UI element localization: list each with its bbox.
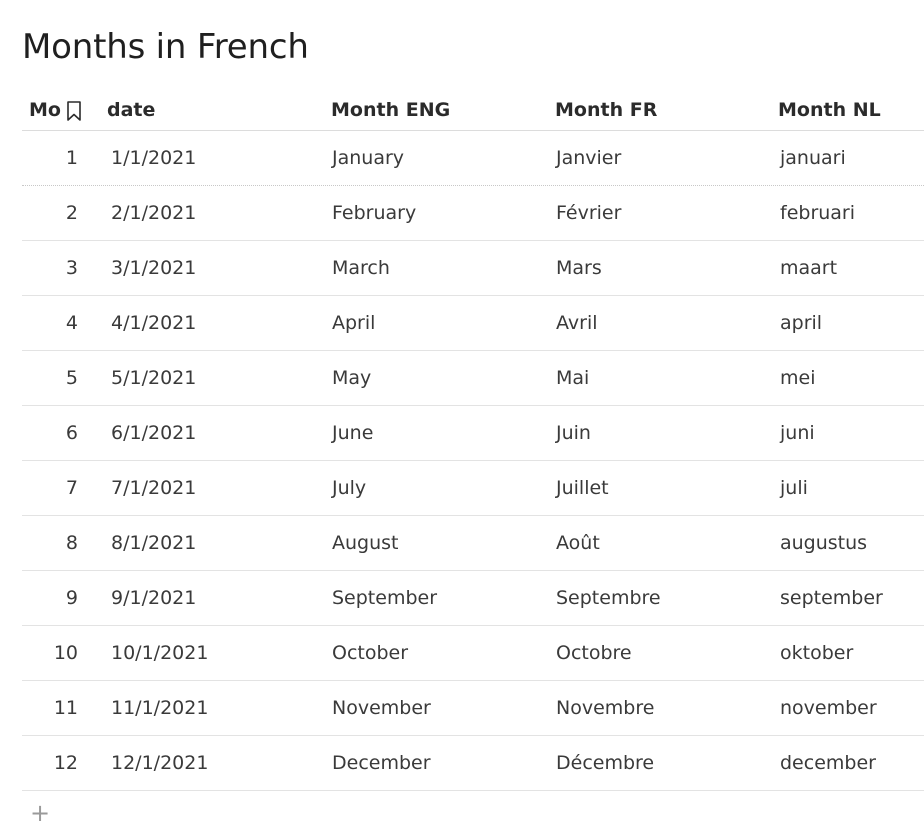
cell-mo[interactable]: 9 <box>65 587 78 609</box>
cell-mo[interactable]: 8 <box>65 532 78 554</box>
cell-month-eng[interactable]: May <box>332 367 372 389</box>
cell-date[interactable]: 11/1/2021 <box>111 697 209 719</box>
cell-month-fr[interactable]: Novembre <box>556 697 655 719</box>
table-row[interactable]: 11 11/1/2021 November Novembre november <box>22 681 924 736</box>
cell-date[interactable]: 6/1/2021 <box>111 422 197 444</box>
table-row[interactable]: 12 12/1/2021 December Décembre december <box>22 736 924 791</box>
table-header-row: Mo date Month ENG Month FR Month NL <box>22 93 924 131</box>
table-row[interactable]: 10 10/1/2021 October Octobre oktober <box>22 626 924 681</box>
add-row-button[interactable]: + <box>29 799 51 827</box>
cell-mo[interactable]: 10 <box>53 642 78 664</box>
cell-month-nl[interactable]: september <box>780 587 883 609</box>
bookmark-icon[interactable] <box>65 100 83 122</box>
cell-month-fr[interactable]: Mars <box>556 257 602 279</box>
cell-date[interactable]: 4/1/2021 <box>111 312 197 334</box>
cell-date[interactable]: 8/1/2021 <box>111 532 197 554</box>
column-header-date[interactable]: date <box>107 99 156 121</box>
cell-mo[interactable]: 2 <box>65 202 78 224</box>
cell-month-fr[interactable]: Septembre <box>556 587 661 609</box>
table-row[interactable]: 7 7/1/2021 July Juillet juli <box>22 461 924 516</box>
cell-date[interactable]: 5/1/2021 <box>111 367 197 389</box>
cell-mo[interactable]: 4 <box>65 312 78 334</box>
cell-month-eng[interactable]: October <box>332 642 409 664</box>
cell-mo[interactable]: 5 <box>65 367 78 389</box>
column-header-month-fr[interactable]: Month FR <box>555 99 658 121</box>
cell-month-fr[interactable]: Avril <box>556 312 598 334</box>
cell-month-eng[interactable]: February <box>332 202 417 224</box>
cell-mo[interactable]: 6 <box>65 422 78 444</box>
cell-month-eng[interactable]: December <box>332 752 431 774</box>
cell-month-fr[interactable]: Août <box>556 532 600 554</box>
cell-month-nl[interactable]: augustus <box>780 532 868 554</box>
cell-month-nl[interactable]: april <box>780 312 823 334</box>
cell-month-eng[interactable]: November <box>332 697 431 719</box>
cell-month-fr[interactable]: Janvier <box>556 147 622 169</box>
table-row[interactable]: 6 6/1/2021 June Juin juni <box>22 406 924 461</box>
cell-month-eng[interactable]: July <box>332 477 367 499</box>
cell-month-eng[interactable]: September <box>332 587 438 609</box>
cell-month-fr[interactable]: Décembre <box>556 752 655 774</box>
table-row[interactable]: 4 4/1/2021 April Avril april <box>22 296 924 351</box>
page-title: Months in French <box>22 27 309 67</box>
cell-month-eng[interactable]: April <box>332 312 376 334</box>
cell-month-fr[interactable]: Mai <box>556 367 590 389</box>
table-row[interactable]: 2 2/1/2021 February Février februari <box>22 186 924 241</box>
cell-month-fr[interactable]: Juillet <box>556 477 609 499</box>
column-header-month-nl[interactable]: Month NL <box>778 99 881 121</box>
cell-date[interactable]: 7/1/2021 <box>111 477 197 499</box>
cell-month-nl[interactable]: december <box>780 752 876 774</box>
table-row[interactable]: 8 8/1/2021 August Août augustus <box>22 516 924 571</box>
cell-month-nl[interactable]: november <box>780 697 877 719</box>
cell-month-eng[interactable]: March <box>332 257 390 279</box>
cell-month-nl[interactable]: januari <box>780 147 846 169</box>
cell-date[interactable]: 1/1/2021 <box>111 147 197 169</box>
table-row[interactable]: 1 1/1/2021 January Janvier januari <box>22 131 924 186</box>
cell-month-eng[interactable]: June <box>332 422 374 444</box>
cell-month-eng[interactable]: August <box>332 532 399 554</box>
cell-month-nl[interactable]: juni <box>780 422 815 444</box>
cell-month-fr[interactable]: Octobre <box>556 642 632 664</box>
column-header-mo[interactable]: Mo <box>29 99 61 121</box>
cell-month-nl[interactable]: juli <box>780 477 808 499</box>
cell-mo[interactable]: 1 <box>65 147 78 169</box>
cell-mo[interactable]: 12 <box>53 752 78 774</box>
cell-date[interactable]: 10/1/2021 <box>111 642 209 664</box>
table-body: 1 1/1/2021 January Janvier januari 2 2/1/2021 F… <box>22 131 924 791</box>
cell-month-eng[interactable]: January <box>332 147 405 169</box>
cell-month-nl[interactable]: februari <box>780 202 856 224</box>
table-row[interactable]: 3 3/1/2021 March Mars maart <box>22 241 924 296</box>
table-row[interactable]: 5 5/1/2021 May Mai mei <box>22 351 924 406</box>
cell-date[interactable]: 3/1/2021 <box>111 257 197 279</box>
cell-date[interactable]: 2/1/2021 <box>111 202 197 224</box>
cell-date[interactable]: 9/1/2021 <box>111 587 197 609</box>
cell-mo[interactable]: 11 <box>53 697 78 719</box>
months-table: Mo date Month ENG Month FR Month NL 1 1/1… <box>22 93 924 791</box>
cell-date[interactable]: 12/1/2021 <box>111 752 209 774</box>
cell-month-fr[interactable]: Juin <box>556 422 591 444</box>
cell-month-fr[interactable]: Février <box>556 202 622 224</box>
cell-month-nl[interactable]: mei <box>780 367 816 389</box>
cell-mo[interactable]: 7 <box>65 477 78 499</box>
cell-month-nl[interactable]: oktober <box>780 642 854 664</box>
cell-month-nl[interactable]: maart <box>780 257 838 279</box>
table-row[interactable]: 9 9/1/2021 September Septembre september <box>22 571 924 626</box>
column-header-month-eng[interactable]: Month ENG <box>331 99 451 121</box>
cell-mo[interactable]: 3 <box>65 257 78 279</box>
